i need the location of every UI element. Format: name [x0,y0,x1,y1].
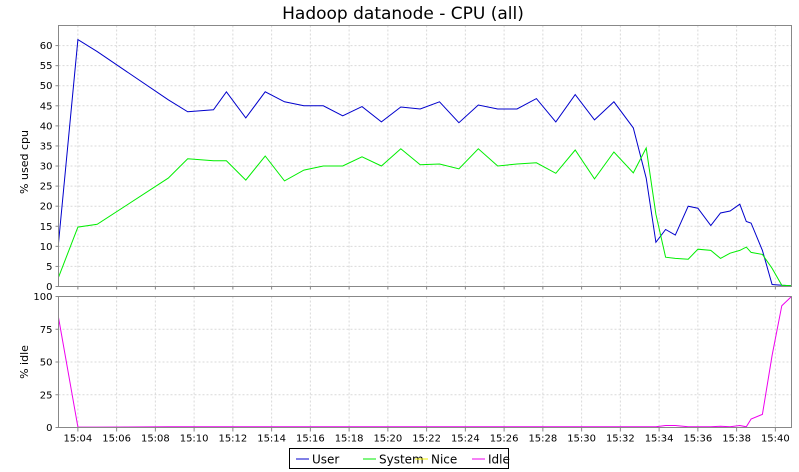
series-line-idle [58,296,792,428]
legend-label-system: System [379,453,424,467]
x-tick-label: 15:16 [296,434,325,445]
x-tick-label: 15:34 [645,434,674,445]
legend-label-idle: Idle [488,453,510,467]
legend-box [289,448,509,469]
bottom-y-ticks: 0 25 50 75 100 [33,292,59,434]
bottom-plot-frame [58,296,792,428]
top-series [58,38,792,287]
top-y-tick-label: 30 [40,162,53,173]
top-gridlines [58,25,792,287]
x-tick-label: 15:32 [606,434,635,445]
bottom-y-tick-label: 0 [46,423,52,434]
legend-label-nice: Nice [431,453,457,467]
x-tick-label: 15:08 [141,434,170,445]
top-y-axis-label: % used cpu [18,130,31,194]
top-y-tick-label: 20 [40,202,53,213]
top-y-tick-label: 35 [40,141,53,152]
bottom-y-axis-label: % idle [18,345,31,379]
chart-title: Hadoop datanode - CPU (all) [282,4,524,24]
x-tick-label: 15:24 [451,434,480,445]
x-tick-label: 15:06 [102,434,131,445]
x-tick-label: 15:10 [180,434,209,445]
x-tick-label: 15:22 [412,434,441,445]
top-y-tick-label: 25 [40,182,53,193]
top-y-tick-label: 15 [40,222,53,233]
top-y-tick-label: 55 [40,61,53,72]
x-tick-label: 15:36 [683,434,712,445]
x-tick-label: 15:18 [335,434,364,445]
bottom-y-tick-label: 75 [40,325,53,336]
legend: User System Nice Idle [289,448,510,469]
bottom-y-tick-label: 25 [40,390,53,401]
x-tick-label: 15:20 [373,434,402,445]
series-line-system [58,146,792,287]
top-y-tick-label: 45 [40,101,53,112]
bottom-gridlines [58,296,792,428]
x-tick-label: 15:38 [722,434,751,445]
legend-label-user: User [312,453,339,467]
x-tick-label: 15:40 [761,434,790,445]
bottom-y-tick-label: 50 [40,358,53,369]
x-tick-label: 15:12 [218,434,247,445]
x-tick-label: 15:30 [567,434,596,445]
top-y-tick-label: 5 [46,262,52,273]
x-tick-label: 15:04 [63,434,92,445]
top-y-tick-label: 0 [46,282,52,293]
x-ticks: 15:04 15:06 15:08 15:10 15:12 15:14 15:16 15:18… [63,286,790,445]
bottom-y-tick-label: 100 [33,292,52,303]
top-plot-frame [58,25,792,287]
x-tick-label: 15:28 [528,434,557,445]
x-tick-label: 15:26 [490,434,519,445]
top-y-tick-label: 60 [40,41,53,52]
series-line-user [58,38,792,287]
top-panel: 0 5 10 15 20 25 30 35 40 45 50 55 60 % used cpu [18,25,792,293]
top-y-tick-label: 40 [40,121,53,132]
x-tick-label: 15:14 [257,434,286,445]
bottom-series [58,296,792,428]
top-y-tick-label: 50 [40,81,53,92]
top-y-tick-label: 10 [40,242,53,253]
top-y-ticks: 0 5 10 15 20 25 30 35 40 45 50 55 60 [40,41,59,293]
